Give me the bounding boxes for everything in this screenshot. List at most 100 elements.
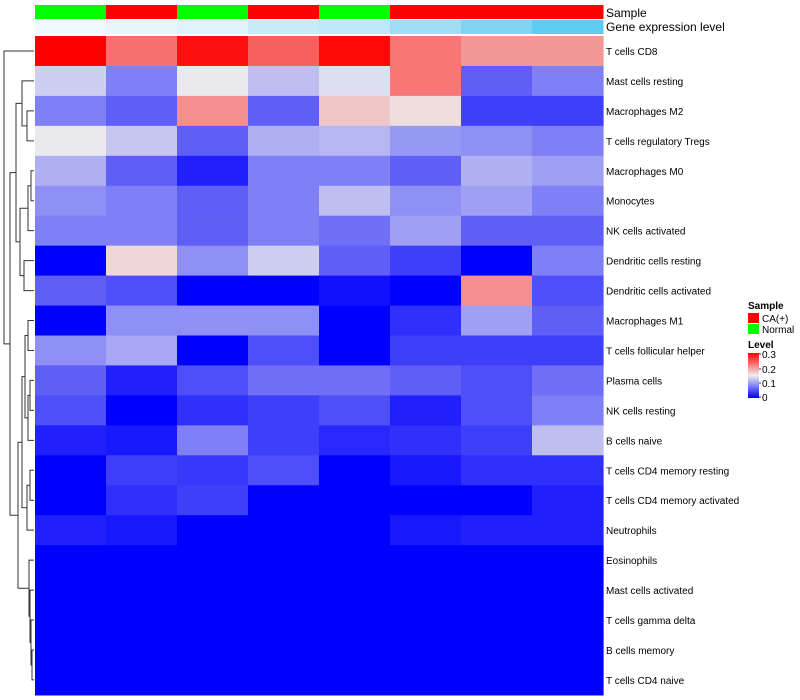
heatmap-cell bbox=[35, 275, 107, 307]
heatmap-cell bbox=[106, 65, 178, 97]
legend-label-normal: Normal bbox=[762, 325, 794, 336]
heatmap-cell bbox=[461, 575, 533, 606]
heatmap-cell bbox=[35, 425, 107, 456]
gene-ann-cell bbox=[248, 20, 320, 34]
heatmap-cell bbox=[106, 425, 178, 456]
heatmap-cell bbox=[106, 515, 178, 546]
dendrogram-branch bbox=[29, 379, 34, 411]
heatmap-cell bbox=[390, 425, 462, 456]
heatmap-cell bbox=[319, 305, 391, 337]
level-colorbar bbox=[748, 353, 759, 398]
heatmap-cell bbox=[390, 575, 462, 606]
dendrogram-branch bbox=[27, 320, 34, 351]
heatmap-cell bbox=[461, 245, 533, 277]
row-label: Dendritic cells activated bbox=[606, 287, 711, 298]
heatmap-cell bbox=[461, 515, 533, 546]
heatmap-cell bbox=[319, 395, 391, 426]
heatmap-cell bbox=[532, 155, 604, 187]
heatmap-cell bbox=[319, 65, 391, 97]
heatmap-cell bbox=[532, 605, 604, 636]
heatmap-cell bbox=[532, 485, 604, 516]
heatmap-cell bbox=[177, 125, 249, 157]
heatmap-cell bbox=[248, 395, 320, 426]
heatmap-cell bbox=[177, 155, 249, 187]
heatmap-cell bbox=[106, 545, 178, 576]
row-label: T cells CD8 bbox=[606, 47, 658, 58]
heatmap-cell bbox=[106, 575, 178, 606]
heatmap-cell bbox=[248, 365, 320, 396]
heatmap-cell bbox=[35, 485, 107, 516]
heatmap-cell bbox=[248, 125, 320, 157]
legend-label-ca: CA(+) bbox=[762, 314, 788, 325]
heatmap-cell bbox=[319, 605, 391, 636]
heatmap-cell bbox=[177, 36, 249, 67]
heatmap-cell bbox=[177, 65, 249, 97]
row-label: B cells naive bbox=[606, 436, 663, 447]
heatmap-cell bbox=[177, 485, 249, 516]
level-tick-0.1: 0.1 bbox=[762, 379, 776, 390]
row-label: Macrophages M0 bbox=[606, 167, 684, 178]
heatmap-cell bbox=[461, 215, 533, 247]
heatmap-cell bbox=[390, 455, 462, 486]
heatmap-cell bbox=[532, 335, 604, 367]
dendrogram-branch bbox=[30, 170, 34, 202]
heatmap-cell bbox=[532, 664, 604, 696]
heatmap-cell bbox=[390, 515, 462, 546]
heatmap-cell bbox=[106, 485, 178, 516]
heatmap-cell bbox=[177, 455, 249, 486]
heatmap-cell bbox=[461, 395, 533, 426]
gene-ann-cell bbox=[390, 20, 462, 34]
heatmap-cell bbox=[248, 485, 320, 516]
heatmap-cell bbox=[248, 545, 320, 576]
heatmap-cell bbox=[106, 455, 178, 486]
dendrogram-branch bbox=[27, 394, 34, 441]
heatmap-cell bbox=[532, 125, 604, 157]
legend-swatch-normal bbox=[748, 324, 759, 334]
heatmap-cell bbox=[35, 95, 107, 127]
heatmap-cell bbox=[461, 605, 533, 636]
heatmap-cell bbox=[248, 635, 320, 666]
heatmap-cell bbox=[461, 305, 533, 337]
row-label: T cells CD4 memory resting bbox=[606, 466, 729, 477]
heatmap-cell bbox=[106, 125, 178, 157]
heatmap-cell bbox=[177, 425, 249, 456]
row-label: Macrophages M2 bbox=[606, 107, 684, 118]
heatmap-cell bbox=[177, 365, 249, 396]
heatmap-cell bbox=[248, 275, 320, 307]
sample-ann-cell bbox=[177, 5, 249, 19]
row-label: Neutrophils bbox=[606, 526, 657, 537]
row-label: Mast cells activated bbox=[606, 586, 693, 597]
heatmap-cell bbox=[390, 335, 462, 367]
level-tick-0.2: 0.2 bbox=[762, 365, 776, 376]
heatmap-cell bbox=[319, 335, 391, 367]
sample-ann-cell bbox=[106, 5, 178, 19]
gene-ann-cell bbox=[35, 20, 107, 34]
dendrogram-branch bbox=[3, 50, 34, 345]
heatmap-cell bbox=[106, 95, 178, 127]
dendrogram-branch bbox=[26, 110, 34, 142]
heatmap-cell bbox=[35, 365, 107, 396]
heatmap-cell bbox=[248, 305, 320, 337]
heatmap-cell bbox=[177, 635, 249, 666]
heatmap-cell bbox=[248, 185, 320, 217]
heatmap-cell bbox=[106, 305, 178, 337]
heatmap-cell bbox=[461, 36, 533, 67]
heatmap-cell bbox=[461, 275, 533, 307]
row-labels: T cells CD8 Mast cells resting Macrophages… bbox=[606, 47, 739, 687]
row-label: Plasma cells bbox=[606, 376, 662, 387]
row-label: T cells gamma delta bbox=[606, 616, 696, 627]
gene-ann-cell bbox=[461, 20, 533, 34]
heatmap-cell bbox=[319, 485, 391, 516]
heatmap-cell bbox=[319, 215, 391, 247]
heatmap-cell bbox=[390, 95, 462, 127]
heatmap-cell bbox=[248, 455, 320, 486]
row-label: Eosinophils bbox=[606, 556, 657, 567]
heatmap-cell bbox=[319, 455, 391, 486]
heatmap-cell bbox=[35, 395, 107, 426]
heatmap-cell bbox=[461, 545, 533, 576]
heatmap-cell bbox=[106, 36, 178, 67]
row-label: Monocytes bbox=[606, 197, 654, 208]
legend: Sample CA(+) Normal Level 0.3 0.2 0.1 0 bbox=[748, 301, 794, 404]
heatmap-cell bbox=[248, 155, 320, 187]
